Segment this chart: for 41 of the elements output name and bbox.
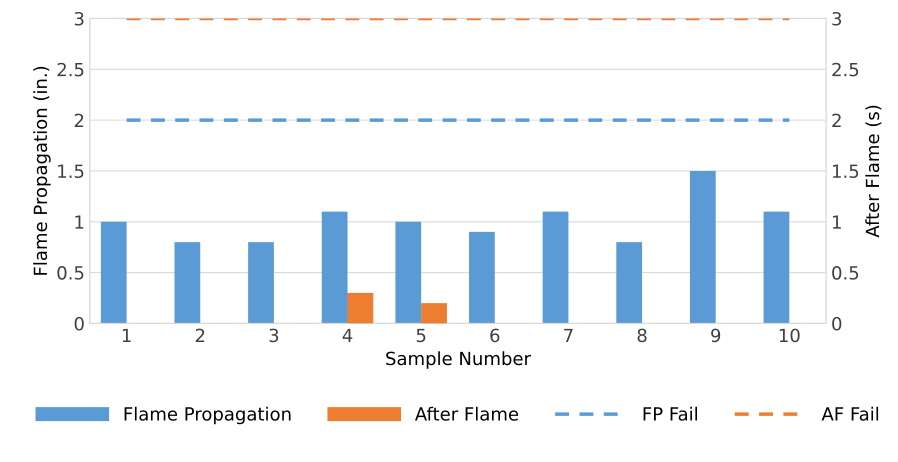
- y-tick-label: 1.5: [58, 164, 84, 178]
- y-tick-label: 0.5: [57, 266, 84, 280]
- bar: [100, 222, 127, 324]
- y2-tick-label: 0: [832, 316, 842, 331]
- bar: [542, 212, 568, 324]
- y2-tick-label: 3: [832, 12, 842, 26]
- legend-label: AF Fail: [822, 406, 878, 421]
- x-tick-label: 10: [780, 328, 800, 342]
- legend-label: Flame Propagation: [124, 406, 290, 424]
- x-tick-label: 3: [270, 328, 278, 342]
- bar: [174, 242, 200, 324]
- y-tick-label: 3: [74, 12, 84, 26]
- bar: [690, 170, 716, 324]
- y-tick-label: 1: [75, 215, 84, 229]
- y-tick-label: 0: [74, 316, 84, 331]
- y2-tick-label: 2: [832, 114, 841, 127]
- y2-axis-title: After Flame (s): [865, 106, 882, 238]
- y-axis-title: Flame Propagation (in.): [33, 66, 51, 275]
- x-tick-label: 7: [564, 328, 573, 342]
- legend-label: After Flame: [414, 406, 518, 421]
- y-tick-label: 2: [74, 114, 84, 127]
- y2-tick-label: 1: [833, 215, 841, 229]
- bar: [764, 212, 790, 324]
- bar: [322, 212, 348, 324]
- y2-tick-label: 0.5: [832, 266, 858, 280]
- bar: [248, 242, 274, 324]
- legend-label: FP Fail: [644, 406, 697, 421]
- y2-tick-label: 2.5: [832, 62, 858, 76]
- x-tick-label: 2: [196, 328, 204, 342]
- bar: [395, 222, 422, 324]
- y2-tick-label: 1.5: [833, 164, 858, 178]
- bar: [616, 242, 642, 324]
- x-tick-label: 6: [490, 328, 500, 342]
- y-tick-label: 2.5: [58, 62, 84, 76]
- x-tick-label: 8: [638, 328, 647, 342]
- x-tick-label: 4: [342, 328, 352, 342]
- x-tick-label: 1: [122, 328, 131, 342]
- bar: [469, 232, 495, 324]
- x-tick-label: 9: [711, 328, 720, 342]
- x-axis-title: Sample Number: [386, 351, 531, 369]
- x-tick-label: 5: [416, 328, 426, 342]
